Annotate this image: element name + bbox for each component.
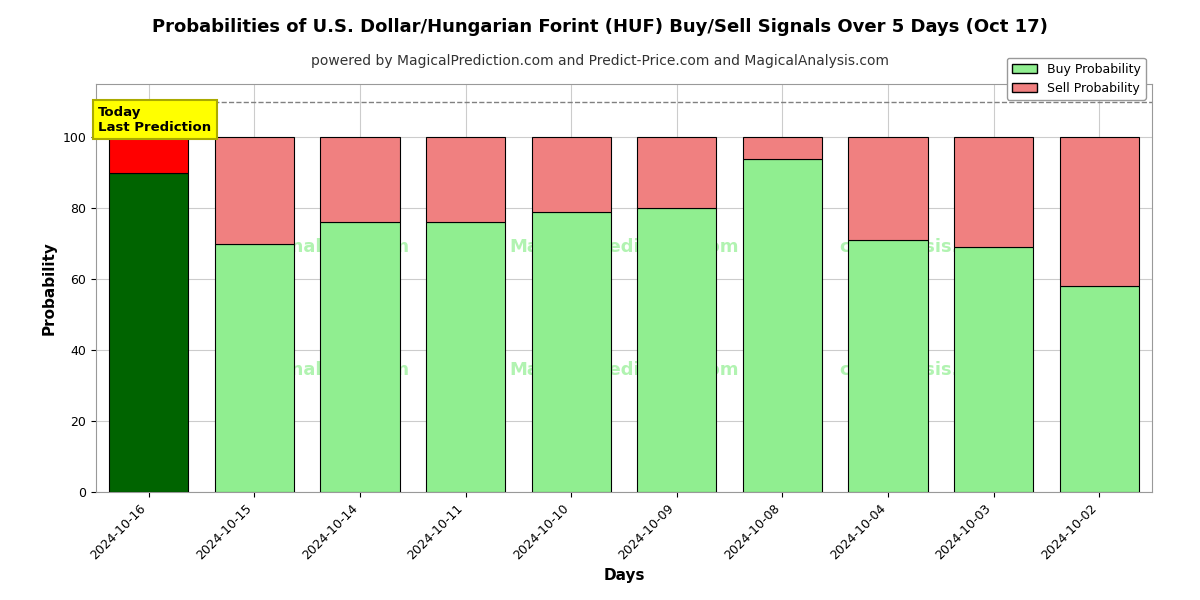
Bar <box>1060 137 1139 286</box>
Text: MagicalPrediction.com: MagicalPrediction.com <box>509 361 739 379</box>
X-axis label: Days: Days <box>604 568 644 583</box>
Legend: Buy Probability, Sell Probability: Buy Probability, Sell Probability <box>1007 58 1146 100</box>
Bar <box>426 137 505 223</box>
Bar <box>848 240 928 492</box>
Bar <box>532 212 611 492</box>
Text: MagicalPrediction.com: MagicalPrediction.com <box>509 238 739 256</box>
Bar <box>215 137 294 244</box>
Bar <box>320 137 400 223</box>
Text: calAnalysis.com: calAnalysis.com <box>839 238 1001 256</box>
Text: Today
Last Prediction: Today Last Prediction <box>98 106 211 134</box>
Bar <box>109 173 188 492</box>
Bar <box>637 137 716 208</box>
Bar <box>532 137 611 212</box>
Bar <box>426 223 505 492</box>
Bar <box>954 247 1033 492</box>
Text: calAnalysis.com: calAnalysis.com <box>839 361 1001 379</box>
Text: Probabilities of U.S. Dollar/Hungarian Forint (HUF) Buy/Sell Signals Over 5 Days: Probabilities of U.S. Dollar/Hungarian F… <box>152 18 1048 36</box>
Text: powered by MagicalPrediction.com and Predict-Price.com and MagicalAnalysis.com: powered by MagicalPrediction.com and Pre… <box>311 54 889 68</box>
Bar <box>743 158 822 492</box>
Bar <box>320 223 400 492</box>
Bar <box>743 137 822 158</box>
Bar <box>848 137 928 240</box>
Bar <box>215 244 294 492</box>
Bar <box>637 208 716 492</box>
Bar <box>954 137 1033 247</box>
Text: calAnalysis.com: calAnalysis.com <box>247 238 409 256</box>
Text: calAnalysis.com: calAnalysis.com <box>247 361 409 379</box>
Y-axis label: Probability: Probability <box>42 241 56 335</box>
Bar <box>109 137 188 173</box>
Bar <box>1060 286 1139 492</box>
